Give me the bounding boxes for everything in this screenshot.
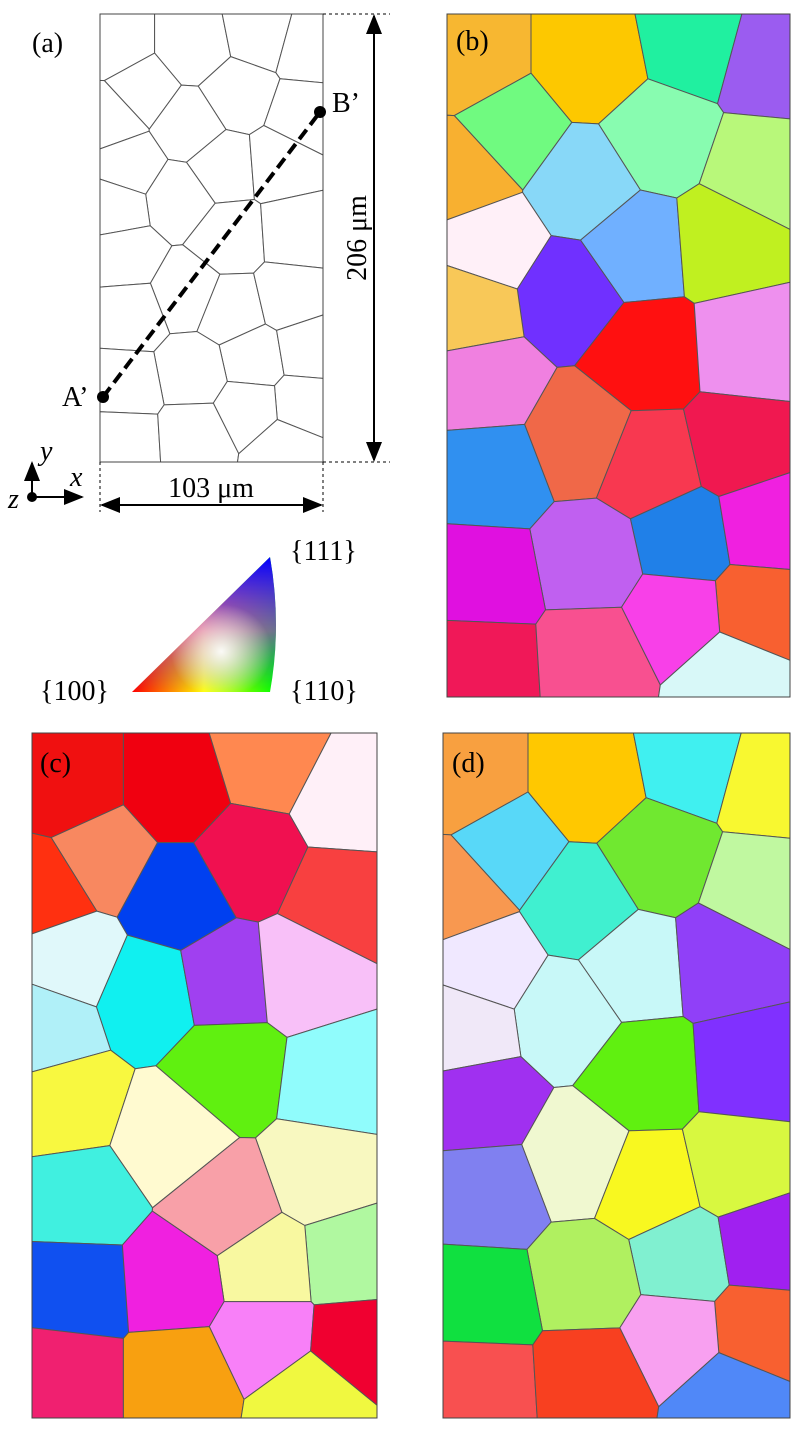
- grain: [99, 347, 165, 415]
- axis-origin: [27, 492, 37, 502]
- legend-right: {110}: [290, 676, 358, 707]
- grain: [692, 1001, 791, 1123]
- grain: [446, 619, 541, 698]
- axis-z-label: z: [7, 484, 19, 515]
- panel-frame: [442, 732, 791, 1419]
- grain: [31, 1240, 130, 1339]
- grain: [442, 1243, 544, 1346]
- panel-frame: [31, 732, 378, 1419]
- height-label: 206 μm: [342, 195, 373, 281]
- point-b-label: B’: [332, 88, 360, 119]
- ipf-white: [132, 557, 276, 692]
- grain: [260, 189, 324, 269]
- axis-x-label: x: [69, 462, 83, 493]
- point-a: [97, 391, 109, 403]
- axis-y-label: y: [37, 436, 53, 467]
- grain: [693, 281, 791, 403]
- grain-maps: [31, 13, 791, 1419]
- ipf-legend: {111} {100} {110}: [40, 536, 358, 707]
- width-label: 103 μm: [168, 473, 254, 504]
- panel-a-frame: [99, 13, 324, 463]
- panel-label: (c): [40, 748, 71, 779]
- legend-top: {111}: [290, 536, 357, 567]
- point-a-label: A’: [62, 382, 88, 413]
- panel-label: (a): [32, 28, 63, 59]
- point-b: [314, 106, 326, 118]
- grain: [446, 523, 547, 625]
- panel-frame: [446, 13, 791, 698]
- grain: [442, 1340, 538, 1419]
- panel-label: (b): [456, 26, 489, 57]
- legend-left: {100}: [40, 676, 109, 707]
- panel-label: (d): [452, 748, 485, 779]
- grain: [31, 1327, 124, 1419]
- grain: [99, 411, 162, 463]
- line-scan: [101, 110, 322, 399]
